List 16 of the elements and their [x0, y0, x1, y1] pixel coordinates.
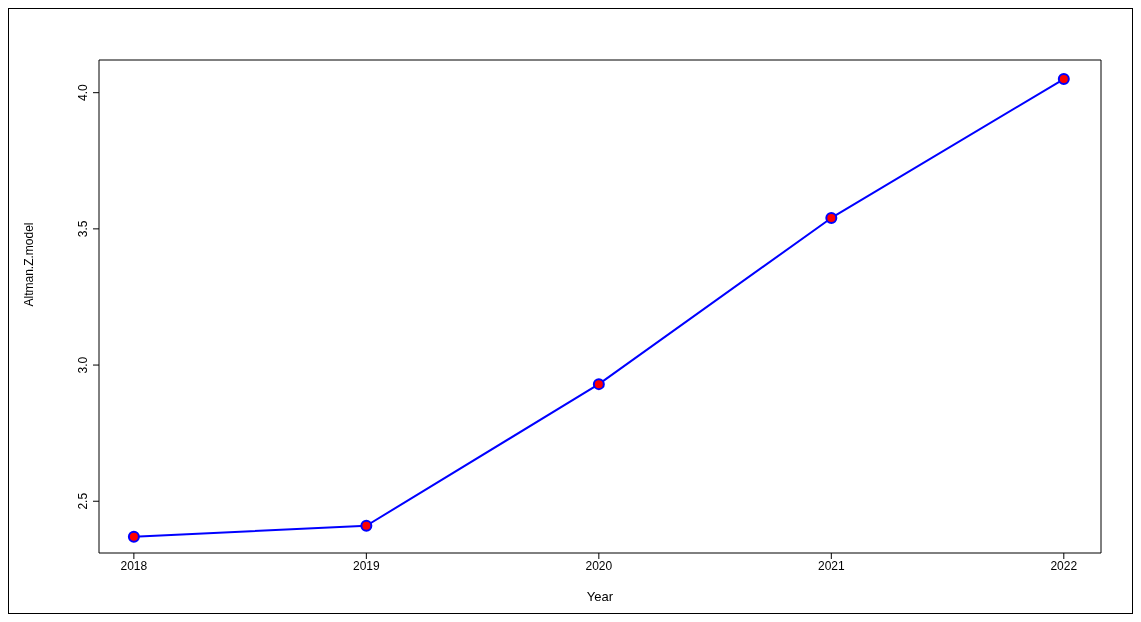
point [825, 211, 838, 224]
point [592, 378, 605, 391]
point [360, 519, 373, 532]
point [1057, 73, 1070, 86]
x-tick-label: 2019 [353, 558, 381, 573]
y-tick-label: 2.5 [76, 492, 90, 510]
y-axis-title: Altman.Z.model [22, 222, 37, 307]
x-tick-label: 2020 [585, 558, 613, 573]
x-axis-title: Year [586, 589, 614, 604]
x-tick-label: 2022 [1050, 558, 1078, 573]
y-tick-label: 4.0 [76, 84, 90, 102]
y-tick-label: 3.5 [76, 220, 90, 238]
y-tick-label: 3.0 [76, 356, 90, 374]
x-tick-label: 2018 [120, 558, 148, 573]
x-tick-label: 2021 [817, 558, 845, 573]
point [127, 530, 140, 543]
